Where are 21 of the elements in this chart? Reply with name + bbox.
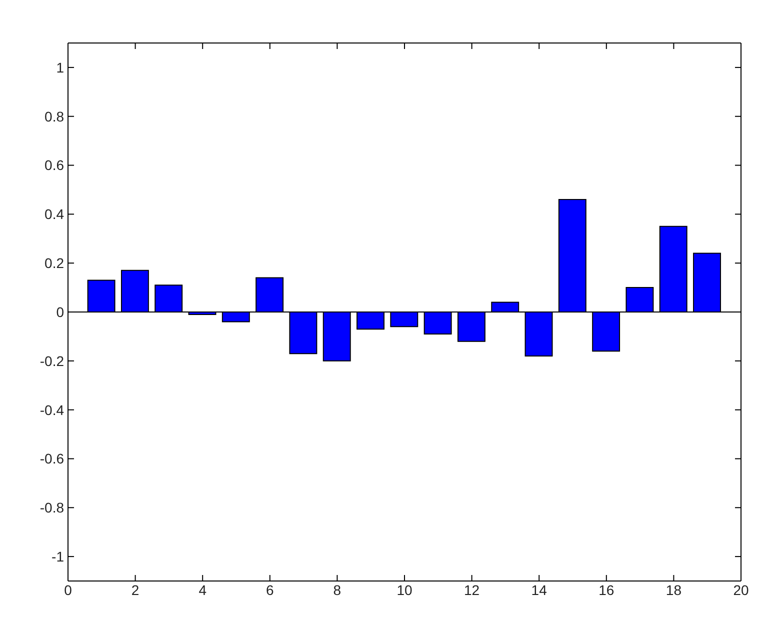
y-tick-label: 0.4 <box>44 206 64 222</box>
y-tick-label: 0 <box>56 304 64 320</box>
x-tick-label: 12 <box>464 582 480 598</box>
y-tick-label: -0.6 <box>40 450 64 467</box>
y-tick-label: -1 <box>52 548 64 565</box>
y-tick-label: 0.8 <box>44 108 64 124</box>
x-tick-label: 14 <box>531 582 548 598</box>
x-tick-label: 6 <box>266 582 274 598</box>
y-tick-label: -0.8 <box>40 500 64 516</box>
y-tick-label: 0.2 <box>44 255 64 272</box>
y-tick-label: 0.6 <box>44 157 64 174</box>
x-tick-label: 4 <box>198 582 207 598</box>
x-tick-label: 8 <box>333 582 342 598</box>
x-tick-label: 2 <box>131 582 140 598</box>
x-tick-label: 20 <box>733 582 749 598</box>
x-tick-label: 18 <box>666 582 682 598</box>
y-tick-label: 1 <box>56 59 64 76</box>
y-tick-label: -0.4 <box>40 402 64 418</box>
x-tick-label: 16 <box>598 582 614 598</box>
x-tick-label: 10 <box>396 582 412 598</box>
y-tick-label: -0.2 <box>40 352 64 369</box>
